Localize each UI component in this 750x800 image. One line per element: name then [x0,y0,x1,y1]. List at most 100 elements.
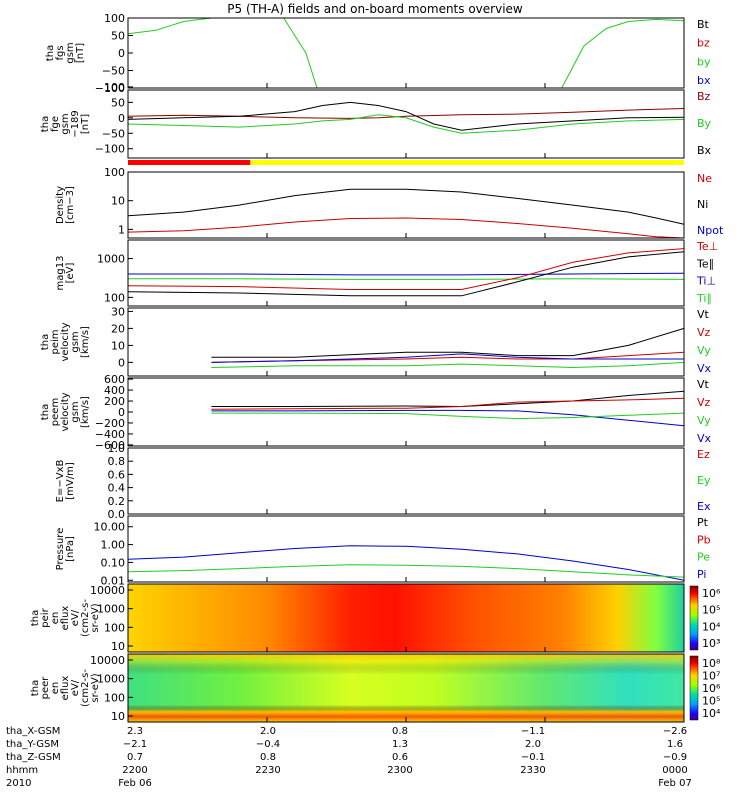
colorbar-tick: 10⁶ [702,682,721,695]
panel-frame [127,17,685,89]
y-axis-label-line: tha [45,45,56,61]
footer-value: −0.4 [255,739,281,750]
y-axis-label-line: [km/s] [80,326,91,358]
series-Vx-line [211,353,684,363]
footer-value: 2300 [387,765,413,776]
panel-3: 1000 100 mag13 [eV] Te⊥ Te∥ Ti⊥ Ti∥ [55,239,718,307]
y-tick-label: 0 [118,112,125,125]
y-axis-label-line: tha [40,404,51,420]
panel-frame [127,89,685,159]
footer-value: 1.6 [667,739,683,750]
panel-frame [127,447,685,515]
series-Pi-line [127,545,685,581]
y-axis-label-line: (cm2-s- [80,599,91,637]
panel-2: 100 10 1 Density [cm−3] Ne Ni Npot [55,166,724,239]
y-axis-label-line: Pressure [55,528,66,571]
colorbar [689,655,699,721]
y-tick-label: 30 [111,305,125,318]
y-axis-label-line: (cm2-s- [80,669,91,707]
panel-frame [127,377,685,447]
y-tick-label: 600 [104,373,125,386]
series-Vx-line [211,409,685,427]
footer-value: 2200 [122,765,148,776]
footer-row-label: 2010 [6,778,32,789]
series-Vz-line [211,397,685,410]
legend-Ex: Ex [697,500,711,513]
y-axis-label-line: gsm [70,331,81,352]
footer-value: 0.7 [127,752,143,763]
legend-Pe: Pe [697,551,710,564]
legend-Vt: Vt [697,378,710,391]
footer-value: −0.1 [520,752,546,763]
y-tick-label: 1000 [97,603,125,616]
y-tick-label: 100 [104,12,125,25]
footer-value: 0000 [662,765,688,776]
panel-8: 10⁶ 10⁵ 10⁴ 10³ 10000 1000 100 10 tha peir en eflux… [30,583,721,653]
colorbar-tick: 10⁵ [702,695,720,708]
legend-Pt: Pt [697,516,709,529]
y-axis-label-line: [eV] [65,263,76,284]
y-tick-label: 10 [111,710,125,723]
y-tick-label: 1.00 [101,539,126,552]
y-axis-label-line: fgs [55,45,66,60]
series-by-line [127,17,295,35]
legend-Vy: Vy [697,414,711,427]
panel-4: 30 20 10 0 tha peim velocity gsm [km/s] Vt Vz Vy Vx [40,305,712,377]
series-Ni-line [127,188,685,225]
y-axis-label-line: tha [30,680,41,696]
y-tick-label: −400 [95,428,125,441]
y-axis-label-line: velocity [60,322,71,361]
y-axis-label-line: fge [50,116,61,132]
series-By-line [127,114,685,134]
footer-row-label: tha_X-GSM [6,726,61,737]
legend-bz: bz [697,37,710,50]
legend-Bx: Bx [697,144,712,157]
y-tick-label: 20 [111,322,125,335]
legend-Bt: Bt [697,18,710,31]
footer-value: 2230 [255,765,281,776]
y-axis-label-line: tha [40,116,51,132]
y-tick-label: 200 [104,395,125,408]
y-axis-label-line: E=−VxB [55,460,66,503]
y-axis-label-line: eV/ [70,609,81,626]
y-tick-label: 0.0 [108,508,126,521]
series-Te∥-line [127,251,685,297]
spectrogram [128,584,684,652]
panel-6: 1.00.80.60.40.20.0 E=−VxB [mV/m] Ez Ey Ex [55,442,711,521]
footer-value: −2.1 [122,739,148,750]
y-tick-label: 50 [111,96,125,109]
y-axis-label-line: −189 [70,110,81,137]
footer-value: Feb 06 [118,778,152,789]
y-axis-label-line: [nT] [75,43,86,63]
y-tick-label: 0 [118,47,125,60]
y-axis-label-line: [km/s] [80,396,91,428]
y-tick-label: 1.0 [108,442,126,455]
panel-7: 10.00 1.00 0.10 0.01 Pressure [nPa] Pt Pb Pe Pi [55,515,711,587]
series-Vt-line [211,327,685,358]
y-axis-label-line: peim [50,329,61,354]
spectrogram-bands [128,654,684,722]
series-by-line [283,17,318,89]
y-tick-label: 0.4 [108,482,126,495]
colorbar-tick: 10⁶ [702,587,721,600]
footer-row-label: hhmm [6,765,39,776]
footer-value: −2.6 [662,726,688,737]
y-axis-label-line: peer [40,676,51,700]
footer-value: 2330 [520,765,546,776]
y-tick-label: 100 [104,691,125,704]
legend-by: by [697,55,711,68]
series-Bx-line [127,101,685,131]
legend-Ti⊥: Ti⊥ [696,275,716,288]
legend-Vz: Vz [697,326,711,339]
y-tick-label: 1000 [97,673,125,686]
y-axis-label-line: [nPa] [65,536,76,562]
colorbar-tick: 10⁴ [702,707,721,720]
footer-value: 2.3 [127,726,143,737]
colorbar-tick: 10³ [702,637,720,650]
y-tick-label: 0 [118,356,125,369]
legend-Bz: Bz [697,90,711,103]
footer-value: Feb 07 [658,778,692,789]
y-axis-label-line: peem [50,398,61,426]
y-tick-label: −100 [95,143,125,156]
